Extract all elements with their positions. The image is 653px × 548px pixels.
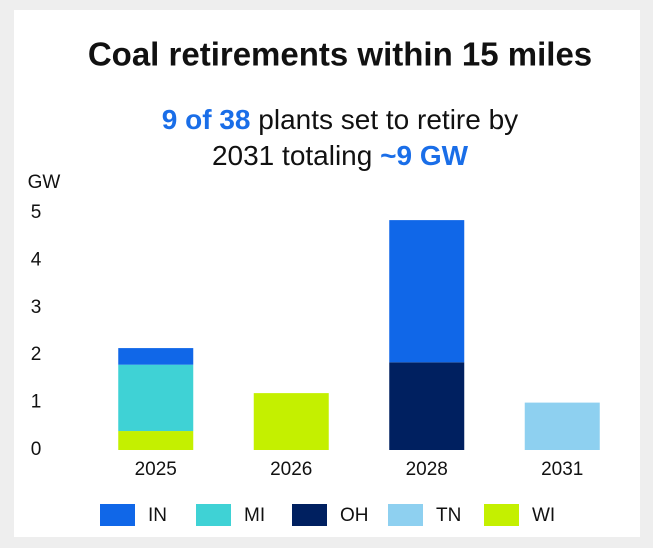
legend-swatch <box>100 504 135 526</box>
subtitle: 2031 totaling ~9 GW <box>212 140 469 171</box>
y-tick-label: 4 <box>31 249 42 270</box>
legend-label: TN <box>436 505 461 526</box>
bar-segment <box>118 431 194 450</box>
legend-label: MI <box>244 505 265 526</box>
bar-segment <box>253 393 329 450</box>
x-tick-label: 2026 <box>270 459 312 480</box>
chart-title: Coal retirements within 15 miles <box>88 36 592 73</box>
x-tick-label: 2025 <box>135 459 177 480</box>
subtitle: 9 of 38 plants set to retire by <box>162 104 518 135</box>
y-tick-label: 5 <box>31 202 42 223</box>
legend-swatch <box>292 504 327 526</box>
x-tick-label: 2028 <box>406 459 448 480</box>
y-tick-label: 2 <box>31 344 42 365</box>
x-tick-label: 2031 <box>541 459 583 480</box>
bar-segment <box>524 402 600 450</box>
bar-segment <box>389 362 465 450</box>
subtitle-part: plants set to retire by <box>251 104 519 135</box>
legend-swatch <box>388 504 423 526</box>
bar-segment <box>118 364 194 432</box>
bar-segment <box>118 348 194 365</box>
bar-segment <box>389 220 465 363</box>
legend-swatch <box>196 504 231 526</box>
legend-swatch <box>484 504 519 526</box>
y-tick-label: 1 <box>31 392 42 413</box>
subtitle-part: 2031 totaling <box>212 140 380 171</box>
legend-label: WI <box>532 505 555 526</box>
legend-label: IN <box>148 505 167 526</box>
y-tick-label: 0 <box>31 439 42 460</box>
legend-label: OH <box>340 505 369 526</box>
subtitle-part: 9 of 38 <box>162 104 251 135</box>
y-axis-label: GW <box>28 172 61 193</box>
card <box>14 10 640 537</box>
subtitle-part: ~9 GW <box>380 140 468 171</box>
y-tick-label: 3 <box>31 297 42 318</box>
